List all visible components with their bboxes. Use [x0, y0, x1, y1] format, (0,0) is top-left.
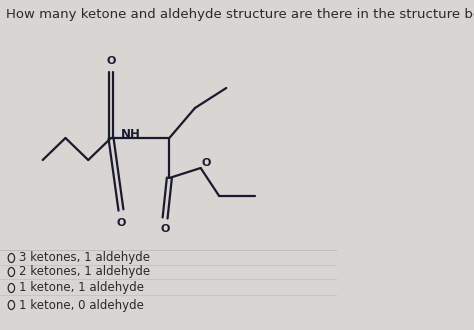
- Text: 2 ketones, 1 aldehyde: 2 ketones, 1 aldehyde: [18, 266, 150, 279]
- Text: O: O: [116, 218, 126, 228]
- Text: 1 ketone, 1 aldehyde: 1 ketone, 1 aldehyde: [18, 281, 144, 294]
- Text: O: O: [201, 158, 211, 168]
- Text: O: O: [106, 56, 116, 66]
- Text: NH: NH: [121, 127, 141, 141]
- Text: O: O: [160, 224, 170, 234]
- Text: 3 ketones, 1 aldehyde: 3 ketones, 1 aldehyde: [18, 251, 149, 265]
- Text: 1 ketone, 0 aldehyde: 1 ketone, 0 aldehyde: [18, 299, 143, 312]
- Text: How many ketone and aldehyde structure are there in the structure below: How many ketone and aldehyde structure a…: [6, 8, 474, 21]
